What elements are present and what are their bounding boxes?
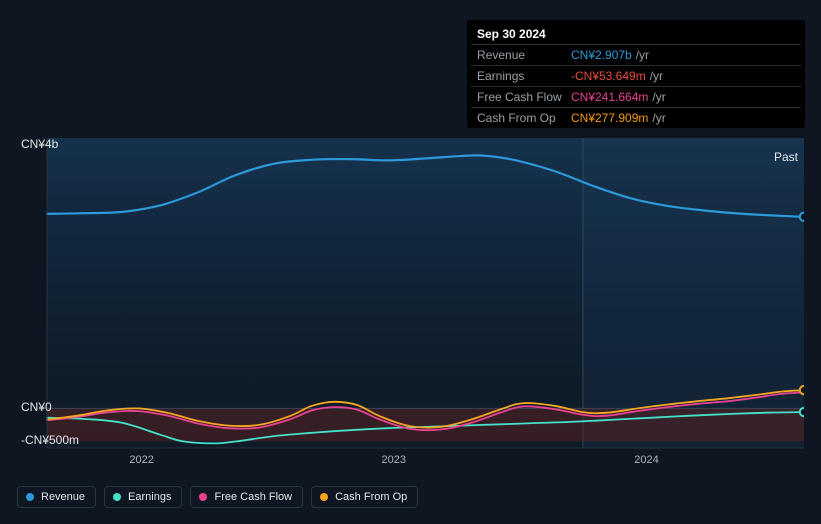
legend-swatch: [199, 493, 207, 501]
tooltip-unit: /yr: [636, 48, 649, 62]
legend-swatch: [113, 493, 121, 501]
tooltip-unit: /yr: [650, 69, 663, 83]
tooltip-label: Earnings: [477, 69, 571, 83]
x-axis-tick: 2024: [634, 454, 658, 466]
tooltip-row: Free Cash FlowCN¥241.664m/yr: [471, 86, 801, 107]
legend-label: Revenue: [41, 491, 85, 503]
past-label: Past: [774, 150, 798, 164]
tooltip-label: Cash From Op: [477, 111, 571, 125]
tooltip-unit: /yr: [652, 90, 665, 104]
legend-swatch: [26, 493, 34, 501]
legend-item[interactable]: Earnings: [104, 486, 182, 508]
legend-swatch: [320, 493, 328, 501]
legend-label: Cash From Op: [335, 491, 407, 503]
legend: Revenue Earnings Free Cash Flow Cash From O…: [17, 486, 418, 508]
tooltip-value: CN¥2.907b: [571, 48, 632, 62]
y-axis-tick: CN¥4b: [21, 137, 58, 151]
tooltip-date: Sep 30 2024: [471, 24, 801, 44]
tooltip-row: RevenueCN¥2.907b/yr: [471, 44, 801, 65]
tooltip-value: -CN¥53.649m: [571, 69, 646, 83]
legend-item[interactable]: Free Cash Flow: [190, 486, 303, 508]
tooltip-label: Free Cash Flow: [477, 90, 571, 104]
chart-svg: [17, 128, 804, 460]
tooltip-unit: /yr: [652, 111, 665, 125]
tooltip-row: Earnings-CN¥53.649m/yr: [471, 65, 801, 86]
y-axis-tick: CN¥0: [21, 400, 52, 414]
tooltip-label: Revenue: [477, 48, 571, 62]
x-axis-tick: 2022: [129, 454, 153, 466]
tooltip-row: Cash From OpCN¥277.909m/yr: [471, 107, 801, 128]
legend-item[interactable]: Cash From Op: [311, 486, 418, 508]
x-axis-tick: 2023: [381, 454, 405, 466]
legend-label: Earnings: [128, 491, 171, 503]
tooltip-value: CN¥241.664m: [571, 90, 648, 104]
tooltip: Sep 30 2024RevenueCN¥2.907b/yrEarnings-C…: [467, 20, 805, 128]
chart-area: CN¥4bCN¥0-CN¥500m 202220232024 Past: [17, 128, 804, 460]
legend-item[interactable]: Revenue: [17, 486, 96, 508]
y-axis-tick: -CN¥500m: [21, 433, 79, 447]
tooltip-value: CN¥277.909m: [571, 111, 648, 125]
legend-label: Free Cash Flow: [214, 491, 292, 503]
